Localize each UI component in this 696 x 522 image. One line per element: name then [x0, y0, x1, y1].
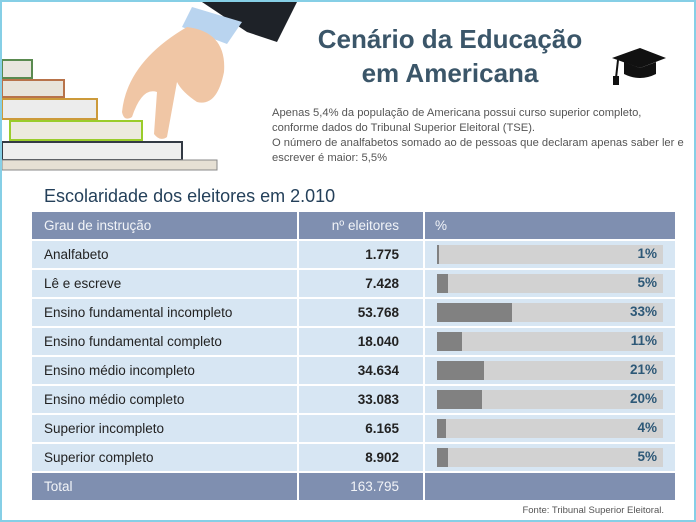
table-row: Ensino fundamental incompleto 53.768 33%: [32, 299, 677, 328]
row-count: 33.083: [299, 386, 423, 413]
bar-track: [437, 303, 663, 322]
bar: [437, 332, 462, 351]
bar-track: [437, 245, 663, 264]
education-table: Grau de instrução nº eleitores % Analfab…: [32, 212, 677, 502]
table-row: Ensino médio incompleto 34.634 21%: [32, 357, 677, 386]
table-row: Superior completo 8.902 5%: [32, 444, 677, 473]
bar: [437, 448, 449, 467]
intro-paragraph-2: O número de analfabetos somado ao de pes…: [272, 137, 684, 164]
percent-label: 20%: [629, 391, 657, 406]
row-label: Analfabeto: [32, 241, 297, 268]
row-count: 8.902: [299, 444, 423, 471]
total-empty: [425, 473, 675, 500]
bar: [437, 303, 512, 322]
graduation-cap-icon: [612, 48, 666, 85]
row-count: 53.768: [299, 299, 423, 326]
bar-track: [437, 361, 663, 380]
total-label: Total: [32, 473, 297, 500]
hand-walking-on-books-illustration: [2, 2, 297, 171]
bar-track: [437, 332, 663, 351]
total-count: 163.795: [299, 473, 423, 500]
table-body: Analfabeto 1.775 1% Lê e escreve 7.428 5% Ensi…: [32, 241, 677, 473]
bar: [437, 274, 449, 293]
row-label: Superior completo: [32, 444, 297, 471]
percent-label: 21%: [629, 362, 657, 377]
row-count: 34.634: [299, 357, 423, 384]
bar: [437, 390, 483, 409]
percent-label: 11%: [630, 333, 657, 348]
row-label: Ensino fundamental completo: [32, 328, 297, 355]
percent-label: 1%: [637, 246, 657, 261]
header-level: Grau de instrução: [32, 212, 297, 239]
percent-label: 4%: [637, 420, 657, 435]
row-percent-cell: 5%: [425, 270, 675, 297]
row-count: 1.775: [299, 241, 423, 268]
percent-label: 33%: [629, 304, 657, 319]
row-percent-cell: 1%: [425, 241, 675, 268]
source-note: Fonte: Tribunal Superior Eleitoral.: [522, 505, 664, 516]
table-title: Escolaridade dos eleitores em 2.010: [44, 186, 336, 206]
intro-text: Apenas 5,4% da população de Americana po…: [272, 106, 690, 166]
row-percent-cell: 5%: [425, 444, 675, 471]
row-label: Ensino médio incompleto: [32, 357, 297, 384]
table-row: Analfabeto 1.775 1%: [32, 241, 677, 270]
table-row: Ensino médio completo 33.083 20%: [32, 386, 677, 415]
row-percent-cell: 20%: [425, 386, 675, 413]
table-row: Ensino fundamental completo 18.040 11%: [32, 328, 677, 357]
row-percent-cell: 21%: [425, 357, 675, 384]
page-title-line-2: em Americana: [361, 58, 539, 88]
bar: [437, 419, 447, 438]
percent-label: 5%: [637, 275, 657, 290]
total-row: Total 163.795: [32, 473, 677, 502]
table-header: Grau de instrução nº eleitores %: [32, 212, 677, 241]
row-count: 7.428: [299, 270, 423, 297]
page-title: Cenário da Educação em Americana: [294, 22, 606, 90]
page-title-line-1: Cenário da Educação: [317, 24, 583, 54]
row-percent-cell: 11%: [425, 328, 675, 355]
table-row: Superior incompleto 6.165 4%: [32, 415, 677, 444]
row-percent-cell: 4%: [425, 415, 675, 442]
intro-paragraph-1: Apenas 5,4% da população de Americana po…: [272, 107, 642, 134]
percent-label: 5%: [637, 449, 657, 464]
bar-track: [437, 390, 663, 409]
row-label: Lê e escreve: [32, 270, 297, 297]
row-label: Superior incompleto: [32, 415, 297, 442]
row-label: Ensino fundamental incompleto: [32, 299, 297, 326]
bar-track: [437, 419, 663, 438]
header-count: nº eleitores: [299, 212, 423, 239]
bar-track: [437, 448, 663, 467]
header-percent: %: [425, 212, 675, 239]
row-label: Ensino médio completo: [32, 386, 297, 413]
bar: [437, 245, 440, 264]
row-count: 18.040: [299, 328, 423, 355]
table-row: Lê e escreve 7.428 5%: [32, 270, 677, 299]
row-percent-cell: 33%: [425, 299, 675, 326]
bar-track: [437, 274, 663, 293]
bar: [437, 361, 485, 380]
row-count: 6.165: [299, 415, 423, 442]
